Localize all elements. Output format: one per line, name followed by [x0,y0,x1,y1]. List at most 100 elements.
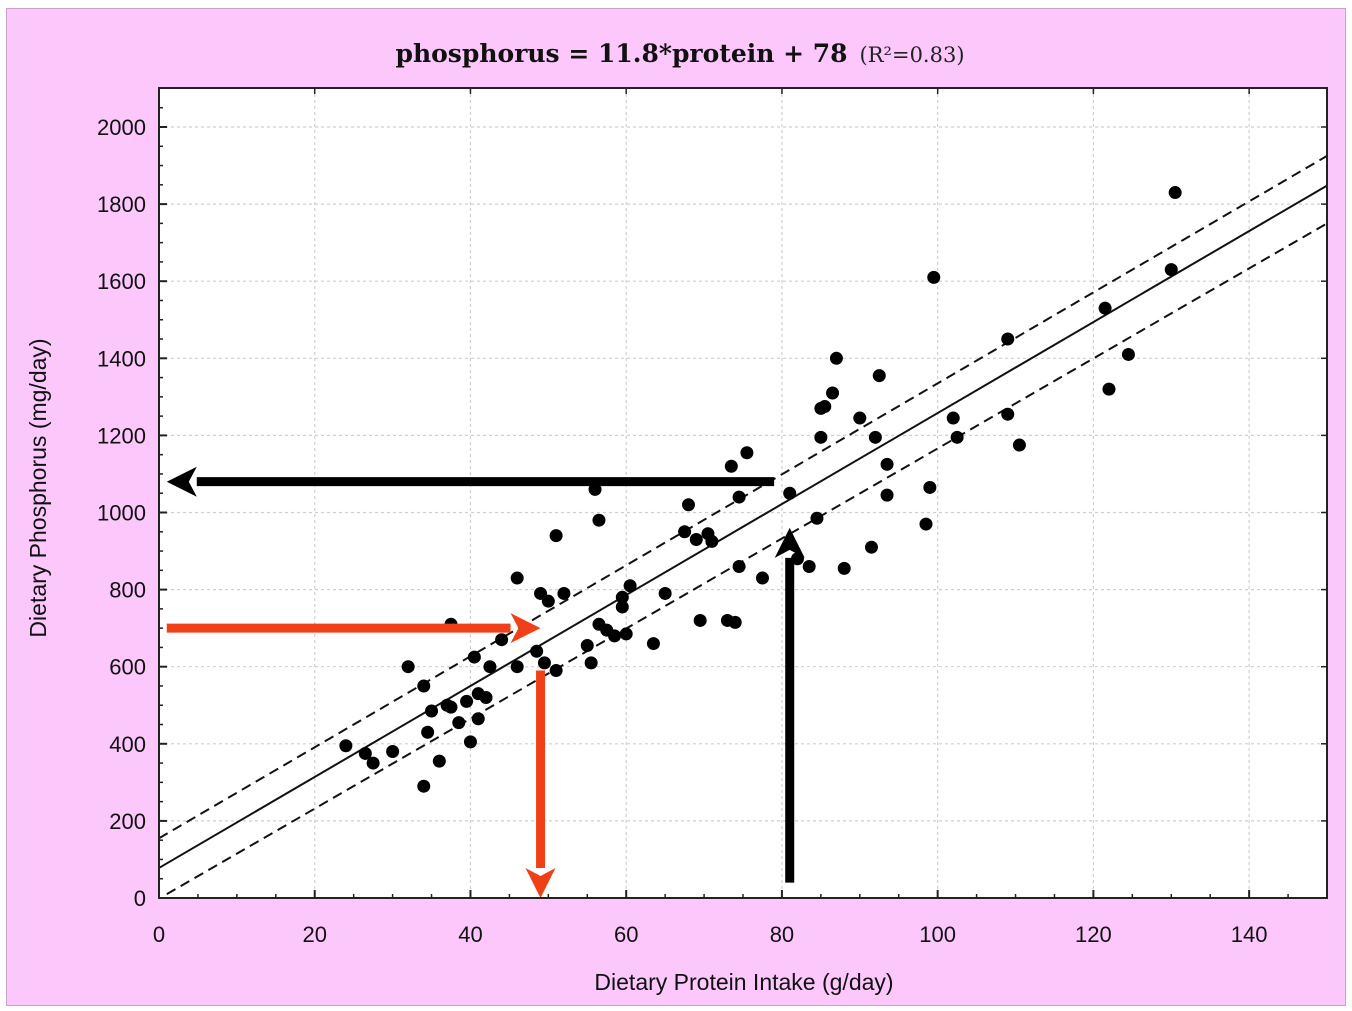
y-tick-label: 800 [109,578,146,603]
x-tick-label: 80 [770,922,794,947]
data-point [818,399,832,413]
x-tick-label: 0 [153,922,165,947]
data-point [421,725,435,739]
data-point [619,627,633,641]
y-tick-label: 1000 [97,501,146,526]
data-point [495,633,509,647]
data-point [615,600,629,614]
data-point [919,517,933,531]
x-tick-label: 20 [302,922,326,947]
data-point [339,739,353,753]
data-point [386,745,400,759]
data-point [802,559,816,573]
data-point [580,638,594,652]
data-point [693,613,707,627]
data-point [479,691,493,705]
data-point [814,430,828,444]
data-point [463,735,477,749]
data-point [950,430,964,444]
data-point [467,650,481,664]
y-tick-label: 0 [134,886,146,911]
data-point [549,664,563,678]
data-point [755,571,769,585]
data-point [1001,332,1015,346]
data-point [678,525,692,539]
data-point [880,488,894,502]
data-point [837,561,851,575]
chart-title-r2: (R²=0.83) [860,43,965,67]
data-point [549,529,563,543]
data-point [417,779,431,793]
data-point [658,586,672,600]
data-point [483,660,497,674]
data-point [1102,382,1116,396]
data-point [1168,186,1182,200]
data-points [339,186,1182,793]
chart-title-equation: phosphorus = 11.8*protein + 78 [395,39,847,68]
data-point [510,660,524,674]
y-tick-label: 2000 [97,115,146,140]
data-point [689,532,703,546]
data-point [615,590,629,604]
data-point [557,586,571,600]
data-point [432,754,446,768]
regression-line [158,184,1328,869]
data-point [732,559,746,573]
y-tick-label: 600 [109,655,146,680]
data-point [927,270,941,284]
data-point [705,534,719,548]
data-point [530,644,544,658]
grid-lines [159,88,1327,898]
regression-line-group [158,184,1328,869]
data-point [541,594,555,608]
x-tick-label: 120 [1075,922,1112,947]
arrow-head [774,527,805,558]
plot-border [158,87,1328,899]
x-tick-label: 60 [614,922,638,947]
y-tick-labels: 0 200 400 600 800 1000 1200 1400 1600 1800 2000 [97,115,146,911]
y-axis-label: Dietary Phosphorus (mg/day) [25,338,51,637]
y-tick-label: 1800 [97,192,146,217]
annotation-arrow [525,670,556,898]
data-point [1164,263,1178,277]
data-point [868,430,882,444]
data-point [826,386,840,400]
data-point [623,579,637,593]
annotation-arrow [166,466,775,497]
data-point [810,511,824,525]
data-point [1012,438,1026,452]
data-point [417,679,431,693]
data-point [1121,347,1135,361]
chart-title: phosphorus = 11.8*protein + 78 (R²=0.83) [395,39,964,68]
y-tick-label: 1400 [97,346,146,371]
y-tick-label: 1600 [97,269,146,294]
data-point [584,656,598,670]
y-tick-label: 1200 [97,423,146,448]
data-point [740,446,754,460]
x-tick-label: 140 [1231,922,1268,947]
data-point [646,637,660,651]
arrow-head [525,868,556,898]
data-point [946,411,960,425]
data-point [452,716,466,730]
x-tick-label: 100 [919,922,956,947]
data-point [510,571,524,585]
data-point [608,629,622,643]
x-axis-label: Dietary Protein Intake (g/day) [594,969,893,995]
data-point [724,459,738,473]
annotation-arrow [774,527,805,883]
data-point [681,498,695,512]
data-point [401,660,415,674]
data-point [592,513,606,527]
x-tick-label: 40 [458,922,482,947]
x-tick-labels: 0 20 40 60 80 100 120 140 [153,922,1268,947]
data-point [537,656,551,670]
data-point [471,712,485,726]
arrow-head [166,466,197,497]
data-point [1001,407,1015,421]
data-point [358,746,372,760]
y-tick-label: 400 [109,732,146,757]
data-point [728,615,742,629]
data-point [872,369,886,383]
data-point [460,694,474,708]
